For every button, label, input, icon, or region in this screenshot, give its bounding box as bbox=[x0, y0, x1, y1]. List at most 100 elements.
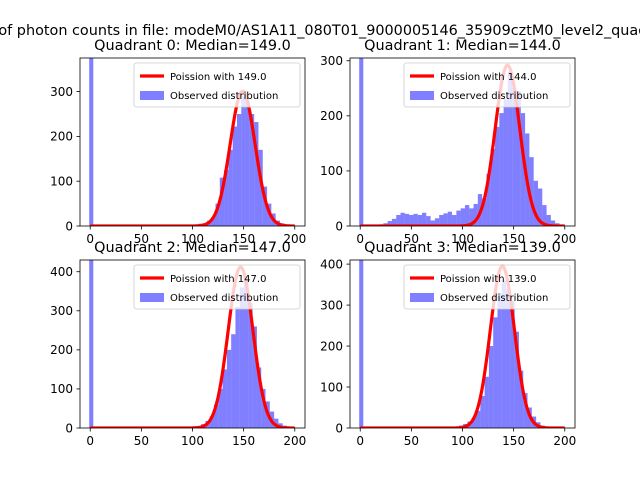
histogram-bar bbox=[413, 213, 418, 226]
histogram-bar bbox=[495, 126, 500, 226]
subplot-title: Quadrant 1: Median=144.0 bbox=[364, 38, 561, 54]
histogram-bar bbox=[464, 205, 470, 226]
y-tick-label: 200 bbox=[320, 339, 343, 353]
subplot-title: Quadrant 2: Median=147.0 bbox=[94, 240, 291, 256]
histogram-bar bbox=[252, 326, 257, 428]
histogram-bar bbox=[512, 88, 517, 226]
legend-box bbox=[133, 62, 301, 108]
histogram-bar bbox=[488, 346, 494, 428]
legend-observed-swatch bbox=[140, 293, 164, 302]
histogram-bar bbox=[471, 417, 476, 428]
histogram-bar bbox=[503, 99, 508, 226]
histogram-bar bbox=[550, 220, 556, 226]
x-tick-label: 200 bbox=[553, 232, 576, 246]
x-tick-label: 150 bbox=[232, 232, 255, 246]
x-tick-label: 150 bbox=[232, 434, 255, 448]
x-tick-label: 0 bbox=[86, 434, 94, 448]
x-tick-label: 150 bbox=[502, 232, 525, 246]
legend-label-observed: Observed distribution bbox=[440, 293, 548, 304]
histogram-bar bbox=[506, 288, 511, 428]
histogram-bar bbox=[501, 280, 507, 428]
y-tick-label: 100 bbox=[50, 382, 73, 396]
histogram-bar bbox=[439, 214, 444, 226]
y-tick-label: 200 bbox=[50, 130, 73, 144]
legend-observed-swatch bbox=[410, 91, 434, 100]
legend-label-observed: Observed distribution bbox=[440, 91, 548, 102]
plot-area bbox=[359, 260, 566, 428]
histogram-bar bbox=[256, 367, 262, 428]
histogram-bar bbox=[486, 173, 491, 226]
histogram-bar bbox=[426, 216, 431, 226]
y-tick-label: 400 bbox=[320, 257, 343, 271]
histogram-bar bbox=[244, 279, 249, 428]
histogram-bar bbox=[219, 177, 225, 226]
histogram-bar bbox=[514, 331, 519, 428]
histogram-bar bbox=[215, 203, 220, 226]
histogram-bar bbox=[245, 101, 250, 226]
histogram-bar bbox=[469, 208, 474, 226]
histogram-bar bbox=[443, 213, 448, 226]
histogram-bar bbox=[387, 221, 392, 226]
histogram-bar bbox=[224, 170, 229, 226]
subplot-title: Quadrant 0: Median=149.0 bbox=[94, 38, 291, 54]
x-tick-label: 50 bbox=[134, 434, 149, 448]
histogram-bar bbox=[404, 213, 410, 226]
histogram-bar bbox=[258, 149, 263, 226]
histogram-bar bbox=[533, 180, 538, 226]
histogram-bar bbox=[516, 91, 521, 226]
quadrant-2-chart: 0 50 100 150 200 0 100 200 300 400 Quadrant 2: Med… bbox=[50, 240, 306, 448]
histogram-bar bbox=[460, 208, 465, 226]
x-tick-label: 100 bbox=[181, 232, 204, 246]
histogram-bar bbox=[239, 287, 245, 428]
y-tick-label: 100 bbox=[50, 175, 73, 189]
y-tick-label: 200 bbox=[320, 109, 343, 123]
histogram-bar bbox=[249, 114, 255, 226]
histogram-bar bbox=[391, 218, 397, 226]
x-tick-label: 0 bbox=[356, 434, 364, 448]
histogram-bar bbox=[209, 416, 214, 428]
histogram-bar bbox=[529, 157, 534, 226]
figure-title: Histogram of photon counts in file: mode… bbox=[0, 23, 640, 39]
x-tick-label: 150 bbox=[502, 434, 525, 448]
quadrant-1-chart: 0 50 100 150 200 0 100 200 300 Quadrant 1: Median… bbox=[320, 38, 576, 246]
legend-box bbox=[133, 264, 301, 310]
legend-label-poisson: Poission with 149.0 bbox=[170, 72, 266, 83]
histogram-bar bbox=[493, 317, 498, 428]
zero-spike-bar bbox=[359, 58, 364, 226]
histogram-bar bbox=[484, 376, 489, 428]
histogram-bar bbox=[434, 218, 440, 226]
y-tick-label: 300 bbox=[50, 304, 73, 318]
histogram-bar bbox=[222, 369, 227, 428]
legend-label-observed: Observed distribution bbox=[170, 293, 278, 304]
y-tick-label: 100 bbox=[320, 164, 343, 178]
histogram-bar bbox=[497, 292, 502, 428]
histogram-bar bbox=[523, 393, 528, 428]
histogram-bar bbox=[417, 214, 422, 226]
histogram-bar bbox=[261, 388, 266, 428]
y-tick-label: 0 bbox=[335, 219, 343, 233]
histogram-bar bbox=[235, 306, 240, 428]
histogram-bar bbox=[213, 404, 219, 428]
x-tick-label: 100 bbox=[181, 434, 204, 448]
x-tick-label: 100 bbox=[451, 434, 474, 448]
x-tick-label: 50 bbox=[404, 232, 419, 246]
histogram-bar bbox=[507, 71, 513, 226]
histogram-bar bbox=[236, 114, 242, 226]
subplot-title: Quadrant 3: Median=139.0 bbox=[364, 240, 561, 256]
histogram-bar bbox=[542, 205, 547, 226]
x-tick-label: 0 bbox=[356, 232, 364, 246]
quadrant-0-chart: 0 50 100 150 200 0 100 200 300 Quadrant 0: Median… bbox=[50, 38, 306, 246]
y-tick-label: 300 bbox=[320, 298, 343, 312]
histogram-bar bbox=[232, 126, 237, 226]
poisson-curve bbox=[359, 264, 566, 428]
histogram-bar bbox=[480, 396, 485, 428]
x-tick-label: 50 bbox=[134, 232, 149, 246]
zero-spike-bar bbox=[89, 58, 94, 226]
histogram-bar bbox=[228, 149, 233, 226]
histogram-bar bbox=[510, 300, 515, 428]
legend-label-poisson: Poission with 139.0 bbox=[440, 274, 536, 285]
legend-label-poisson: Poission with 147.0 bbox=[170, 274, 266, 285]
quadrant-3-chart: 0 50 100 150 200 0 100 200 300 400 Quadrant 3: Med… bbox=[320, 240, 576, 448]
x-tick-label: 200 bbox=[283, 434, 306, 448]
